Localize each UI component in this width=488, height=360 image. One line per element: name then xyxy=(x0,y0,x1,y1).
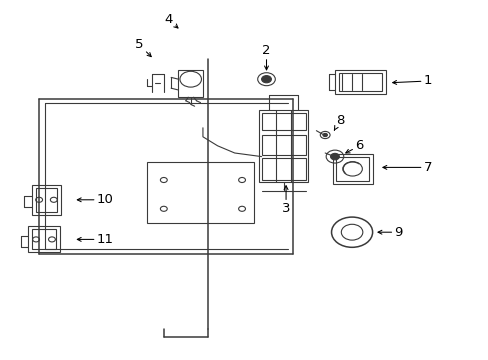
Circle shape xyxy=(330,153,339,160)
Circle shape xyxy=(261,76,271,83)
Text: 4: 4 xyxy=(164,13,178,28)
Bar xyxy=(261,135,305,155)
Text: 9: 9 xyxy=(377,226,402,239)
Bar xyxy=(32,185,61,215)
Bar xyxy=(28,226,60,252)
Bar xyxy=(261,158,305,180)
Bar xyxy=(261,113,305,130)
Text: 11: 11 xyxy=(77,233,113,246)
Bar xyxy=(334,70,386,94)
Bar xyxy=(336,157,368,181)
Text: 8: 8 xyxy=(334,114,344,130)
Text: 6: 6 xyxy=(345,139,363,153)
Bar xyxy=(332,154,372,184)
Text: 1: 1 xyxy=(392,75,431,87)
Bar xyxy=(338,73,382,91)
Circle shape xyxy=(323,133,327,136)
Bar xyxy=(146,162,254,223)
Bar xyxy=(32,229,56,249)
Text: 10: 10 xyxy=(77,193,113,206)
Bar xyxy=(36,188,57,212)
Text: 2: 2 xyxy=(262,44,270,70)
Text: 3: 3 xyxy=(281,186,290,215)
Text: 5: 5 xyxy=(135,39,151,57)
Bar xyxy=(178,70,203,97)
Bar xyxy=(259,110,307,182)
Text: 7: 7 xyxy=(382,161,431,174)
